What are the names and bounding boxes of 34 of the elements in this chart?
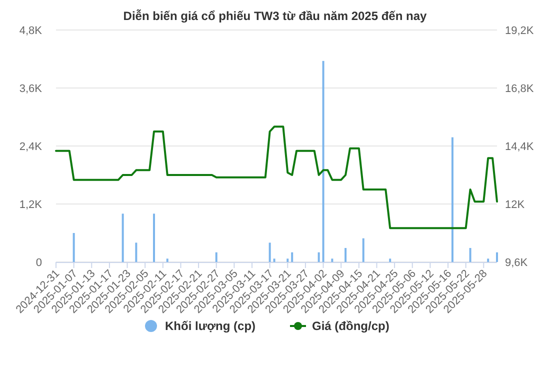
bar [166, 258, 168, 262]
bar [344, 248, 347, 262]
bar [389, 258, 392, 262]
bar [318, 252, 320, 262]
y-tick-label: 2,4K [19, 141, 43, 153]
bar [451, 137, 454, 262]
bar [122, 214, 124, 262]
bar [286, 258, 289, 262]
bar [496, 252, 498, 262]
bar [72, 233, 75, 262]
y2-tick-label: 16,8K [505, 83, 534, 95]
bar [273, 258, 276, 262]
y-tick-label: 1,2K [19, 199, 43, 211]
legend-label: Giá (đồng/cp) [312, 319, 390, 333]
y2-tick-label: 19,2K [505, 25, 534, 37]
legend-label: Khối lượng (cp) [165, 319, 256, 333]
y-tick-label: 3,6K [19, 83, 43, 95]
y-tick-label: 4,8K [19, 25, 43, 37]
bar [291, 252, 294, 262]
bar [215, 252, 218, 262]
y-tick-label: 0 [36, 257, 42, 269]
bar [331, 258, 334, 262]
bar [135, 242, 138, 262]
line-series [55, 126, 498, 230]
y2-tick-label: 9,6K [505, 257, 528, 269]
bar [322, 60, 324, 262]
y2-tick-label: 14,4K [505, 141, 534, 153]
bar [362, 238, 364, 262]
chart-title: Diễn biến giá cổ phiếu TW3 từ đầu năm 2025 đến nay [123, 9, 428, 23]
bar [487, 258, 490, 262]
y2-tick-label: 12K [505, 199, 526, 211]
bar [469, 248, 472, 262]
bar [268, 242, 271, 262]
bar [153, 214, 155, 262]
